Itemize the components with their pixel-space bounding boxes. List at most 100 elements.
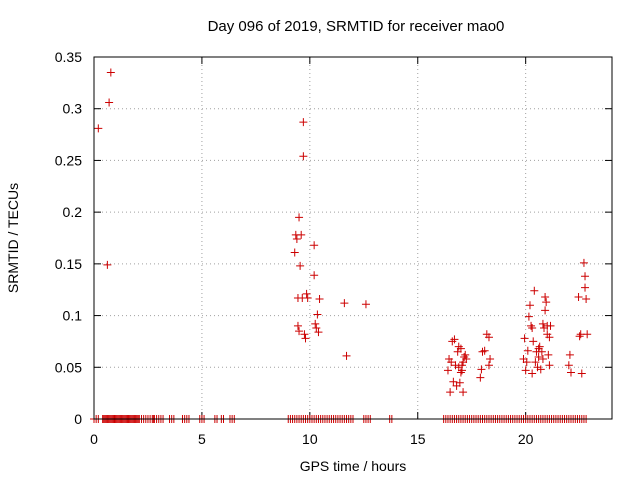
chart-title: Day 096 of 2019, SRMTID for receiver mao… — [208, 18, 505, 35]
data-point — [448, 337, 457, 346]
data-point — [535, 342, 544, 351]
data-point — [520, 334, 529, 343]
data-point — [544, 350, 553, 359]
data-point — [459, 388, 468, 397]
data-point — [302, 289, 311, 298]
data-point — [342, 351, 351, 360]
data-point — [564, 361, 573, 370]
data-point — [295, 213, 304, 222]
y-tick-label: 0.1 — [63, 308, 83, 324]
data-point — [293, 321, 302, 330]
data-point — [545, 361, 554, 370]
data-point — [456, 344, 465, 353]
data-point — [361, 300, 370, 309]
data-point — [542, 298, 551, 307]
data-point — [525, 301, 534, 310]
data-point — [315, 295, 324, 304]
data-point — [454, 342, 463, 351]
data-point — [94, 124, 103, 133]
data-point — [310, 241, 319, 250]
data-point — [536, 365, 545, 374]
data-point — [480, 346, 489, 355]
data-point — [538, 319, 547, 328]
data-point — [105, 98, 114, 107]
data-point — [566, 368, 575, 377]
grid — [94, 57, 612, 419]
y-tick-label: 0.35 — [55, 49, 82, 65]
data-point — [486, 355, 495, 364]
x-axis-label: GPS time / hours — [300, 458, 407, 474]
data-point — [314, 328, 323, 337]
data-point — [524, 312, 533, 321]
data-point — [529, 337, 538, 346]
y-axis-label: SRMTID / TECUs — [5, 183, 21, 293]
data-point — [540, 323, 549, 332]
data-point — [310, 271, 319, 280]
data-point — [565, 350, 574, 359]
y-tick-label: 0.15 — [55, 256, 82, 272]
tick-labels: 0 0.05 0.1 0.15 0.2 0.25 0.3 0.35 0 5 10 15 20 — [55, 49, 534, 447]
data-point — [541, 306, 550, 315]
x-tick-label: 15 — [410, 431, 426, 447]
data-point — [447, 358, 456, 367]
data-point — [456, 368, 465, 377]
data-point — [443, 366, 452, 375]
data-point — [530, 286, 539, 295]
data-point — [476, 373, 485, 382]
y-tick-label: 0.05 — [55, 359, 82, 375]
data-point — [296, 261, 305, 270]
axis-ticks — [93, 56, 612, 420]
data-point — [297, 230, 306, 239]
data-point — [527, 321, 536, 330]
data-point — [299, 118, 308, 127]
data-point — [577, 369, 586, 378]
data-point — [521, 366, 530, 375]
data-point — [313, 310, 322, 319]
data-point — [528, 369, 537, 378]
data-point — [299, 152, 308, 161]
data-point — [295, 327, 304, 336]
data-point — [541, 292, 550, 301]
data-point — [311, 319, 320, 328]
data-point — [477, 365, 486, 374]
data-point — [457, 361, 466, 370]
x-tick-label: 10 — [302, 431, 318, 447]
data-point — [523, 346, 532, 355]
data-point — [103, 260, 112, 269]
data-points — [90, 68, 592, 423]
data-point — [484, 333, 493, 342]
data-point — [290, 248, 299, 257]
data-point — [478, 347, 487, 356]
data-point — [462, 355, 471, 364]
data-point — [460, 352, 469, 361]
x-tick-label: 0 — [90, 431, 98, 447]
data-point — [446, 388, 455, 397]
data-point — [579, 258, 588, 267]
plot-frame — [93, 56, 613, 420]
data-point — [534, 344, 543, 353]
data-point — [303, 293, 312, 302]
data-point — [292, 235, 301, 244]
data-point — [301, 334, 310, 343]
data-point — [582, 295, 591, 304]
data-point — [531, 358, 540, 367]
data-point — [522, 358, 531, 367]
data-point — [538, 355, 547, 364]
y-tick-label: 0.2 — [63, 204, 83, 220]
data-point — [533, 363, 542, 372]
data-point — [106, 68, 115, 77]
data-point — [484, 361, 493, 370]
data-point — [461, 350, 470, 359]
y-tick-label: 0 — [74, 411, 82, 427]
data-point — [340, 299, 349, 308]
data-point — [300, 330, 309, 339]
data-point — [528, 323, 537, 332]
data-point — [574, 292, 583, 301]
y-tick-label: 0.3 — [63, 101, 83, 117]
data-point — [312, 323, 321, 332]
data-point — [545, 333, 554, 342]
data-point — [581, 283, 590, 292]
data-point — [534, 352, 543, 361]
data-point — [546, 321, 555, 330]
